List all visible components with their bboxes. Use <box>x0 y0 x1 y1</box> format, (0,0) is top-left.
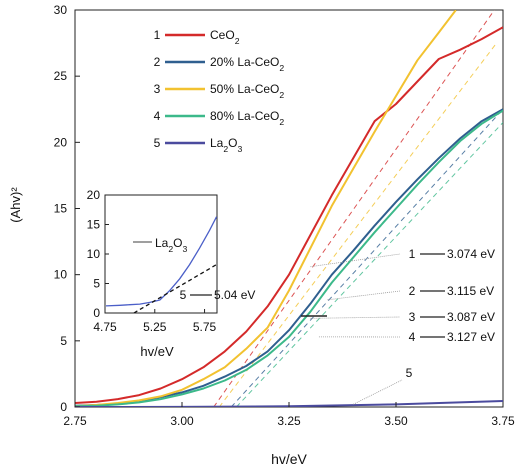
tangent-line <box>218 42 497 407</box>
y-tick-label: 0 <box>60 400 67 414</box>
annotation-number: 4 <box>409 330 416 344</box>
x-tick-label: 3.50 <box>384 414 408 428</box>
inset-y-tick-label: 0 <box>93 306 100 320</box>
legend-label: 50% La-CeO2 <box>210 82 284 100</box>
inset-y-tick-label: 15 <box>87 218 101 232</box>
inset-x-axis-title: hv/eV <box>140 344 174 359</box>
annotation-number: 1 <box>409 247 416 261</box>
annotation-value: 3.074 eV <box>447 247 495 261</box>
inset-y-tick-label: 10 <box>87 247 101 261</box>
y-axis-title: (Ahv)² <box>8 187 23 223</box>
y-tick-label: 15 <box>54 202 68 216</box>
inset-annotation-number: 5 <box>180 288 187 302</box>
inset-y-tick-label: 5 <box>93 277 100 291</box>
y-tick-label: 30 <box>54 3 68 17</box>
inset-x-tick-label: 5.75 <box>193 320 217 334</box>
x-tick-label: 3.25 <box>277 414 301 428</box>
y-tick-label: 10 <box>54 268 68 282</box>
inset-frame <box>104 194 218 314</box>
leader-line <box>353 379 403 405</box>
inset-x-tick-label: 5.25 <box>143 320 167 334</box>
x-tick-label: 3.75 <box>491 414 515 428</box>
series-line <box>75 10 457 407</box>
legend-label: CeO2 <box>210 28 240 46</box>
y-tick-label: 5 <box>60 334 67 348</box>
annotation-value: 3.115 eV <box>447 284 494 298</box>
inset-x-tick-label: 4.75 <box>93 320 117 334</box>
inset-annotation-value: 5.04 eV <box>214 288 255 302</box>
inset-legend-label: La2O3 <box>155 236 188 254</box>
annotation-number: 3 <box>409 310 416 324</box>
annotation-number: 2 <box>409 284 416 298</box>
series-line <box>75 26 503 404</box>
legend-number: 3 <box>154 82 161 96</box>
tangent-line <box>235 122 503 407</box>
annotation-number: 5 <box>406 366 413 380</box>
legend: 1 CeO2 2 20% La-CeO2 3 50% La-CeO2 4 80% La-CeO… <box>154 28 285 154</box>
x-tick-label: 2.75 <box>63 414 87 428</box>
tangent-line <box>213 10 495 407</box>
legend-number: 4 <box>154 109 161 123</box>
y-tick-label: 25 <box>54 69 68 83</box>
tangent-line <box>230 108 503 407</box>
annotation-value: 3.087 eV <box>447 310 495 324</box>
legend-label: 80% La-CeO2 <box>210 109 284 127</box>
x-tick-label: 3.00 <box>170 414 194 428</box>
legend-number: 1 <box>154 28 161 42</box>
legend-number: 5 <box>154 136 161 150</box>
legend-label: La2O3 <box>210 136 243 154</box>
series-line <box>75 109 503 407</box>
inset-tangent-line <box>133 264 217 313</box>
legend-label: 20% La-CeO2 <box>210 55 284 73</box>
leader-line <box>310 316 401 319</box>
annotation-value: 3.127 eV <box>447 330 495 344</box>
x-axis-title: hv/eV <box>271 451 307 467</box>
leader-line <box>327 290 401 301</box>
y-tick-label: 20 <box>54 135 68 149</box>
legend-number: 2 <box>154 55 161 69</box>
inset-y-tick-label: 20 <box>87 188 101 202</box>
